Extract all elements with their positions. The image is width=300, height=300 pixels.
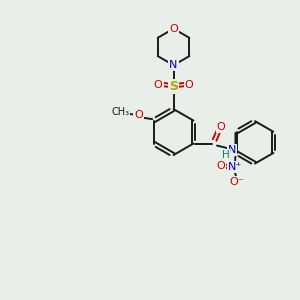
Text: CH₃: CH₃	[111, 107, 129, 117]
Text: N: N	[169, 60, 178, 70]
Text: O: O	[154, 80, 163, 90]
Text: O: O	[134, 110, 143, 120]
Text: O⁻: O⁻	[229, 177, 244, 188]
Text: N⁺: N⁺	[228, 162, 243, 172]
Text: O: O	[169, 24, 178, 34]
Text: N: N	[228, 145, 236, 155]
Text: S: S	[169, 80, 178, 93]
Text: O: O	[216, 161, 225, 172]
Text: H: H	[222, 150, 230, 160]
Text: O: O	[217, 122, 226, 132]
Text: O: O	[184, 80, 193, 90]
